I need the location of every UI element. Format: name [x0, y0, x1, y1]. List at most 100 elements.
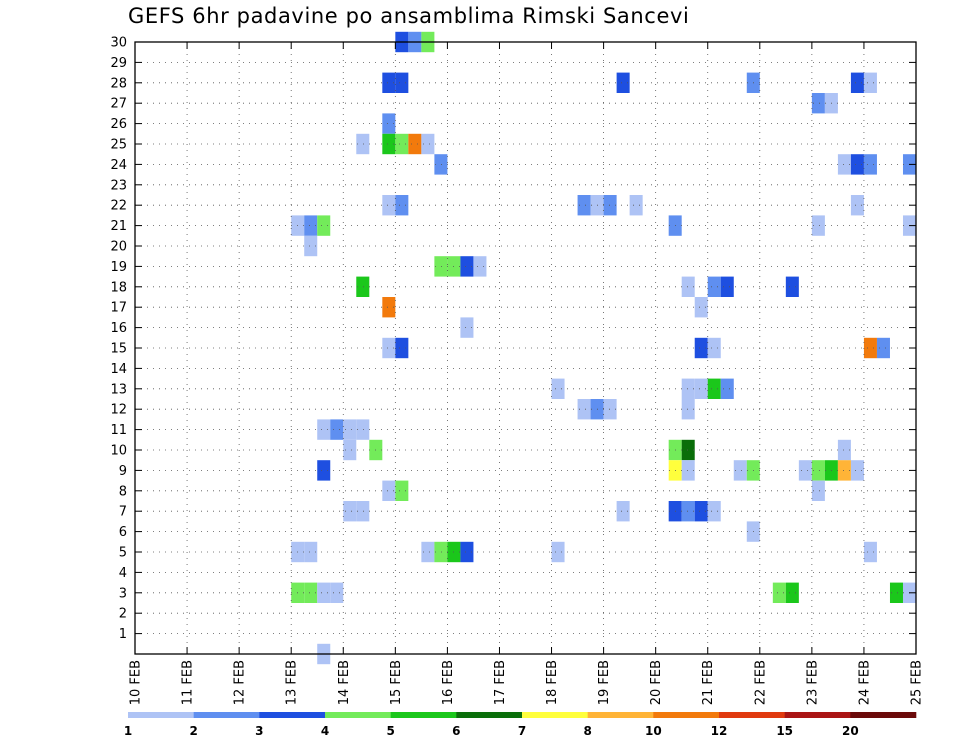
- y-tick-label: 5: [119, 546, 127, 561]
- data-cell: [811, 480, 825, 501]
- y-tick-label: 26: [110, 117, 127, 132]
- data-cell: [304, 215, 318, 236]
- x-axis: 10 FEB 11 FEB 12 FEB 13 FEB 14 FEB 15 FEB 16 F…: [129, 42, 925, 705]
- y-axis: 1234567891011121314151617181920212223242…: [110, 36, 916, 642]
- data-cell: [811, 215, 825, 236]
- data-cell: [863, 541, 877, 563]
- cells-layer: [291, 31, 916, 665]
- data-cell: [382, 297, 396, 318]
- colorbar-label: 1: [124, 724, 132, 738]
- x-tick-label: 18 FEB: [545, 660, 560, 705]
- colorbar-swatch: [653, 712, 720, 718]
- y-tick-label: 1: [119, 627, 127, 642]
- data-cell: [694, 378, 708, 399]
- y-tick-label: 16: [110, 321, 127, 336]
- colorbar-label: 8: [583, 724, 591, 738]
- colorbar-swatch: [719, 712, 785, 718]
- data-cell: [395, 72, 409, 93]
- x-tick-label: 22 FEB: [753, 660, 768, 705]
- y-tick-label: 21: [110, 219, 127, 234]
- y-tick-label: 29: [110, 56, 127, 71]
- data-cell: [434, 541, 448, 563]
- data-cell: [317, 460, 331, 481]
- data-cell: [434, 256, 448, 277]
- colorbar: 1 2 3 4 5 6 7 8 10 12 15 20: [124, 712, 917, 738]
- colorbar-label: 3: [255, 724, 263, 738]
- x-tick-label: 20 FEB: [649, 660, 664, 705]
- colorbar-swatch: [784, 712, 851, 718]
- y-tick-label: 22: [110, 199, 127, 214]
- y-tick-label: 24: [110, 158, 127, 173]
- y-tick-label: 25: [110, 138, 127, 153]
- data-cell: [343, 419, 357, 440]
- colorbar-label: 15: [776, 724, 793, 738]
- data-cell: [720, 276, 734, 297]
- x-tick-label: 23 FEB: [805, 660, 820, 705]
- data-cell: [317, 419, 331, 440]
- colorbar-label: 6: [452, 724, 460, 738]
- data-cell: [811, 460, 825, 481]
- y-tick-label: 4: [119, 566, 127, 581]
- data-cell: [889, 582, 903, 603]
- data-cell: [343, 501, 357, 522]
- data-cell: [395, 133, 409, 155]
- colorbar-swatch: [522, 712, 588, 718]
- y-tick-label: 6: [119, 525, 127, 540]
- data-cell: [330, 419, 344, 440]
- data-cell: [551, 541, 565, 563]
- data-cell: [460, 541, 474, 563]
- data-cell: [382, 72, 396, 93]
- data-cell: [707, 501, 721, 522]
- x-tick-label: 17 FEB: [493, 660, 508, 705]
- x-tick-label: 19 FEB: [597, 660, 612, 705]
- data-cell: [707, 337, 721, 359]
- data-cell: [304, 582, 318, 603]
- data-cell: [694, 297, 708, 318]
- colorbar-label: 10: [645, 724, 662, 738]
- data-cell: [681, 501, 695, 522]
- colorbar-label: 2: [189, 724, 197, 738]
- y-tick-label: 9: [119, 464, 127, 479]
- data-cell: [837, 154, 851, 175]
- data-cell: [395, 480, 409, 501]
- data-cell: [850, 460, 864, 481]
- x-tick-label: 16 FEB: [441, 660, 456, 705]
- data-cell: [356, 501, 370, 522]
- colorbar-swatch: [128, 712, 194, 718]
- data-cell: [837, 460, 851, 481]
- data-cell: [798, 460, 812, 481]
- y-tick-label: 20: [110, 240, 127, 255]
- y-tick-label: 19: [110, 260, 127, 275]
- data-cell: [356, 276, 370, 297]
- data-cell: [681, 399, 695, 420]
- data-cell: [551, 378, 565, 399]
- data-cell: [356, 419, 370, 440]
- colorbar-swatch: [325, 712, 391, 718]
- data-cell: [863, 337, 877, 359]
- y-tick-label: 8: [119, 484, 127, 499]
- data-cell: [681, 439, 695, 461]
- x-tick-label: 10 FEB: [129, 660, 144, 705]
- data-cell: [382, 337, 396, 359]
- x-tick-label: 14 FEB: [337, 660, 352, 705]
- data-cell: [460, 256, 474, 277]
- data-cell: [616, 501, 630, 522]
- y-tick-label: 23: [110, 178, 127, 193]
- data-cell: [850, 72, 864, 93]
- x-tick-label: 13 FEB: [285, 660, 300, 705]
- data-cell: [395, 337, 409, 359]
- x-tick-label: 15 FEB: [389, 660, 404, 705]
- data-cell: [382, 113, 396, 134]
- data-cell: [876, 337, 890, 359]
- data-cell: [681, 460, 695, 481]
- y-tick-label: 11: [110, 423, 127, 438]
- data-cell: [304, 235, 318, 257]
- y-tick-label: 17: [110, 301, 127, 316]
- data-cell: [330, 582, 344, 603]
- colorbar-swatch: [390, 712, 457, 718]
- colorbar-swatch: [259, 712, 326, 718]
- data-cell: [382, 133, 396, 155]
- data-cell: [681, 276, 695, 297]
- y-tick-label: 7: [119, 505, 127, 520]
